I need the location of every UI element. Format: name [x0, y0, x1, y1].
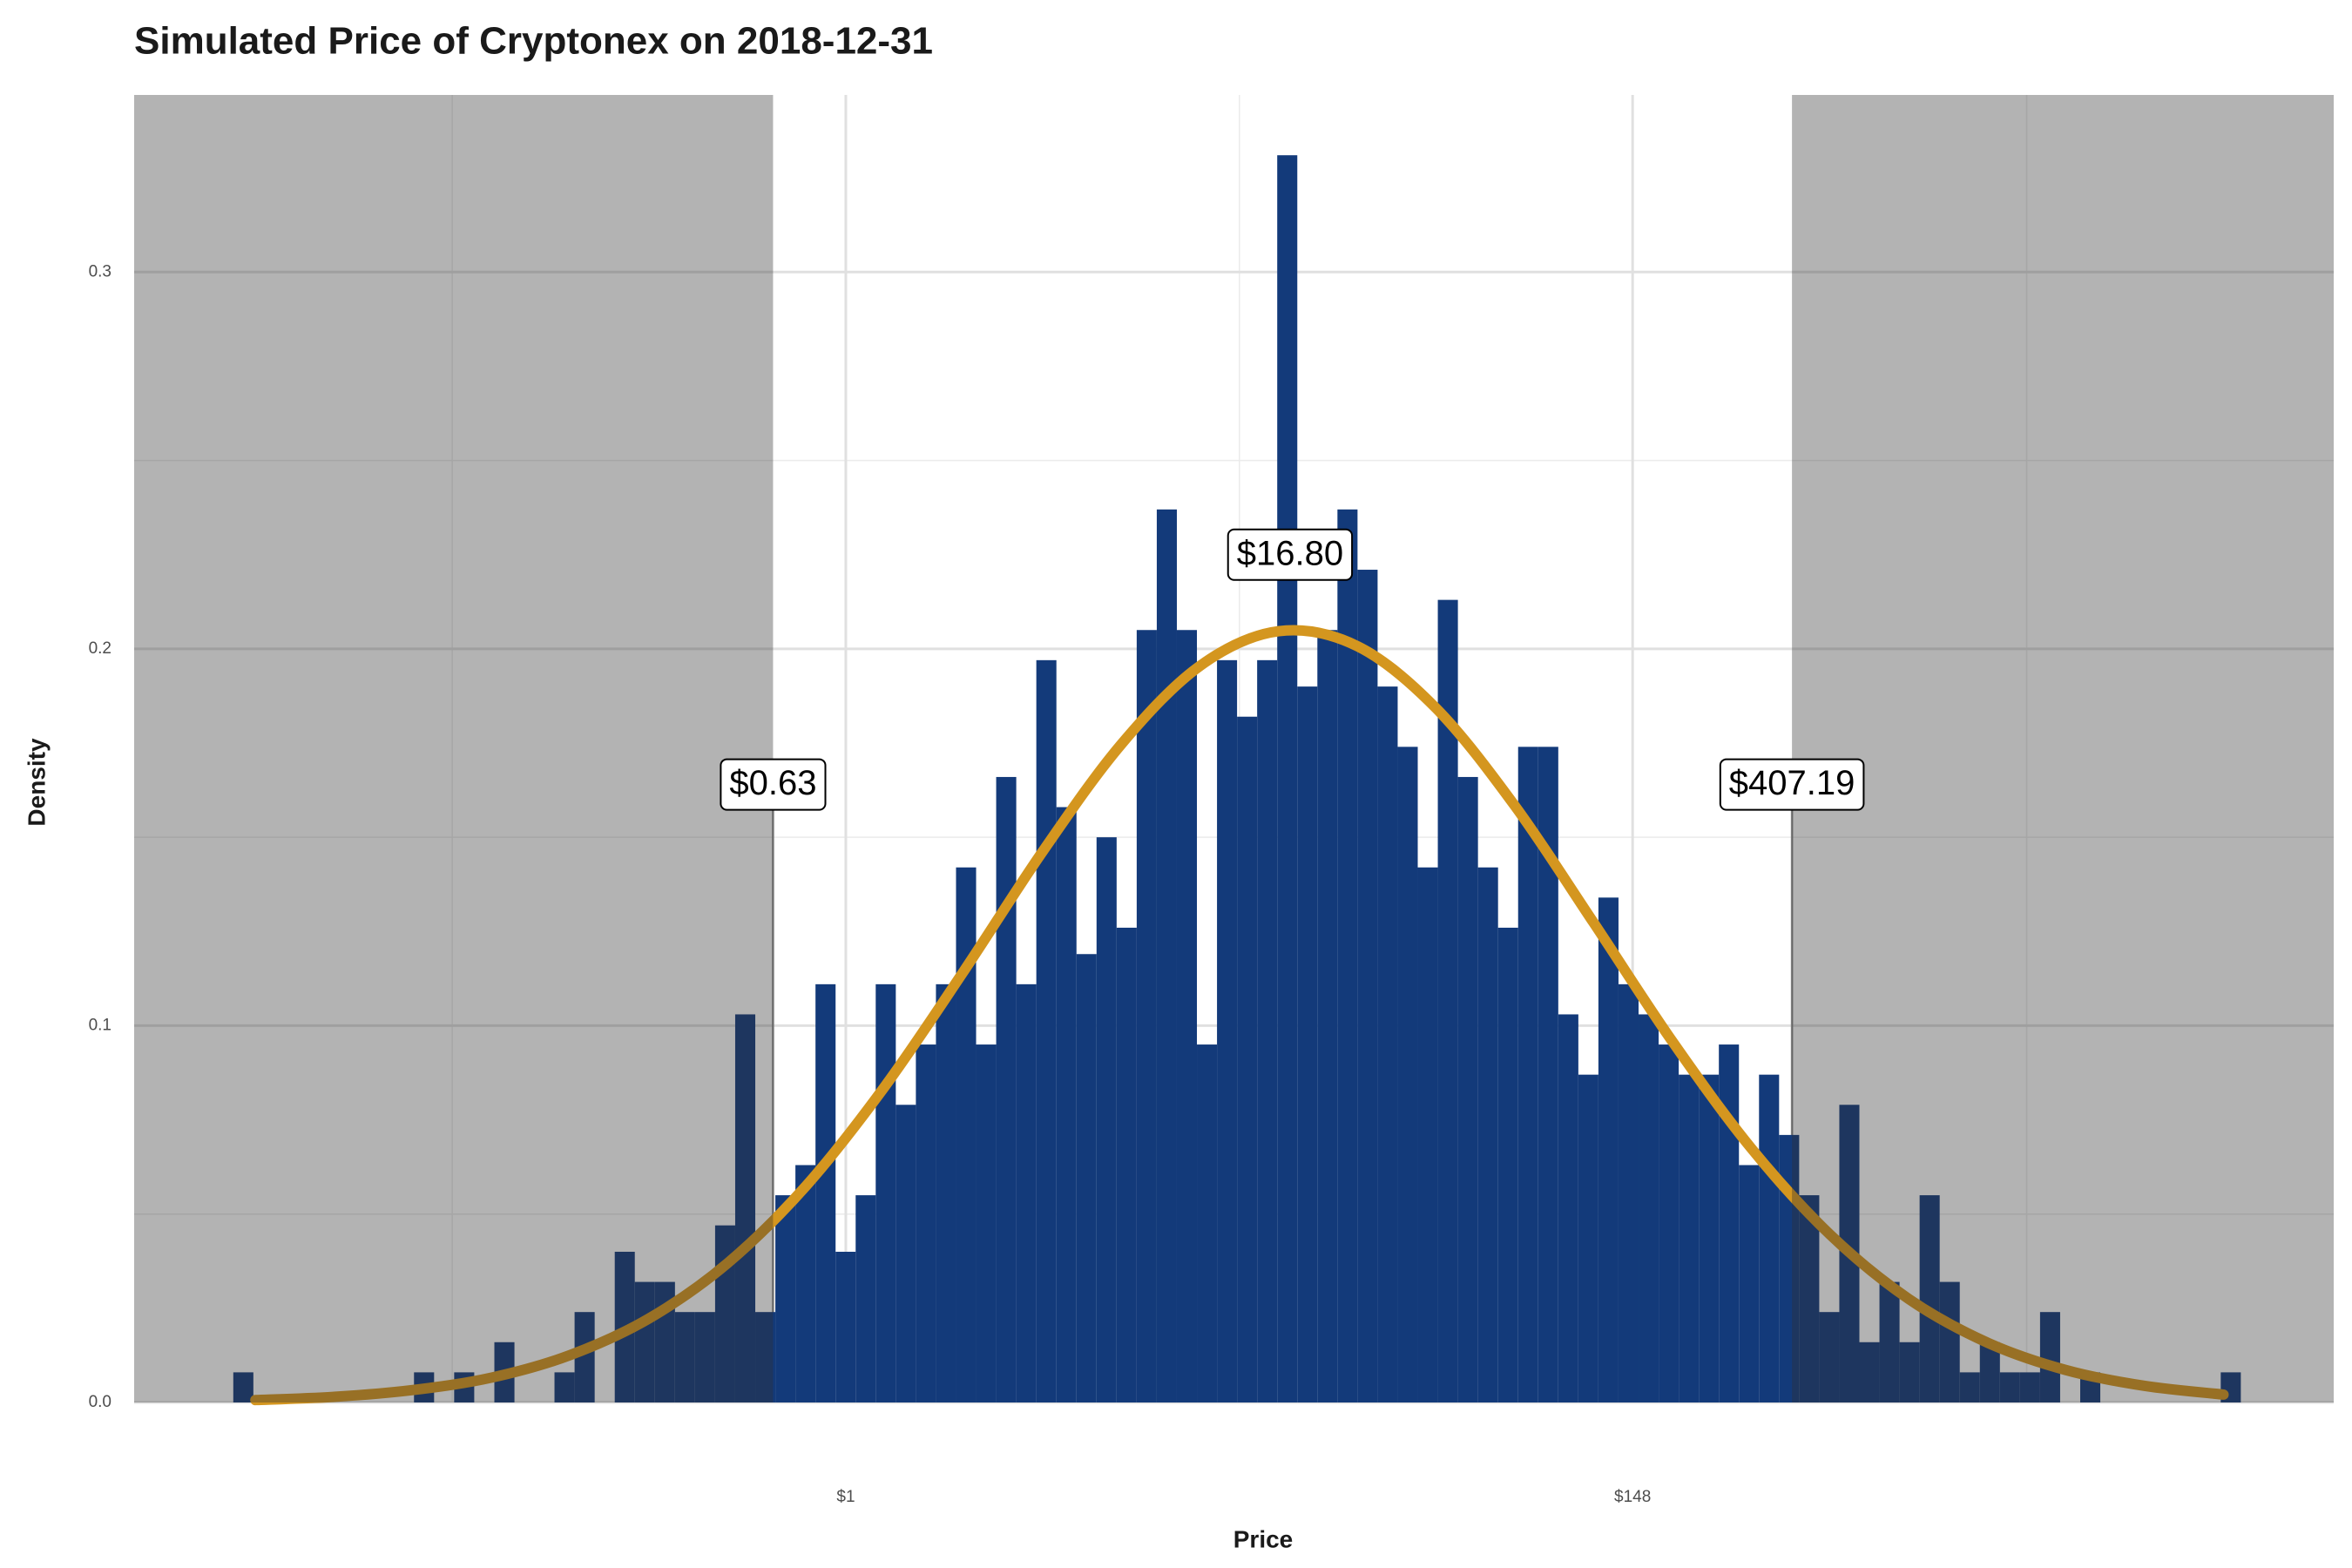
- bar: [755, 1312, 776, 1402]
- bar: [1598, 897, 1619, 1402]
- bar: [1477, 867, 1498, 1402]
- bar: [1397, 747, 1418, 1402]
- bar: [815, 983, 836, 1402]
- bar: [233, 1372, 253, 1402]
- bar: [1639, 1014, 1659, 1402]
- bar: [1217, 659, 1238, 1402]
- bar: [1277, 155, 1298, 1403]
- bar: [936, 983, 956, 1402]
- bar: [1417, 867, 1438, 1402]
- bar: [1297, 686, 1318, 1402]
- bar: [875, 983, 896, 1402]
- y-axis-title: Density: [23, 738, 50, 827]
- bar: [1116, 927, 1137, 1402]
- x-axis-title: Price: [1233, 1525, 1294, 1552]
- bar: [775, 1195, 796, 1402]
- annotation-label: $16.80: [1237, 534, 1343, 572]
- bar: [574, 1312, 595, 1402]
- bar: [1497, 927, 1518, 1402]
- y-tick-label: 0.1: [89, 1016, 112, 1034]
- bar: [1759, 1074, 1780, 1402]
- annotation-box: [720, 758, 827, 811]
- y-tick-label: 0.0: [89, 1393, 112, 1411]
- annotation-box: [1719, 758, 1865, 811]
- bar: [1016, 983, 1037, 1402]
- bar: [1357, 570, 1378, 1402]
- bar: [1819, 1312, 1840, 1402]
- density-curve: [250, 625, 2229, 1406]
- bar: [554, 1372, 575, 1402]
- chart-title: Simulated Price of Cryptonex on 2018-12-…: [134, 20, 933, 63]
- bar: [1739, 1165, 1760, 1402]
- bar: [674, 1312, 695, 1402]
- bar: [1919, 1195, 1940, 1402]
- bar: [1517, 747, 1538, 1402]
- bar: [1096, 837, 1117, 1402]
- bar: [976, 1044, 997, 1402]
- bar: [1979, 1342, 2000, 1402]
- bar: [855, 1195, 876, 1402]
- bar: [956, 867, 977, 1402]
- bar: [1699, 1074, 1720, 1402]
- bar: [734, 1014, 756, 1402]
- bar: [1959, 1372, 1980, 1402]
- bar: [896, 1105, 916, 1402]
- bar: [1879, 1281, 1900, 1402]
- bar: [1999, 1372, 2020, 1402]
- bar: [1076, 954, 1097, 1402]
- bar: [2019, 1372, 2040, 1402]
- bar: [996, 776, 1017, 1402]
- bar: [1437, 599, 1458, 1402]
- x-tick-label: $148: [1614, 1488, 1651, 1506]
- bar: [1136, 630, 1157, 1402]
- annotation-label: $0.63: [729, 764, 816, 802]
- bar: [1337, 509, 1358, 1403]
- bar: [916, 1044, 936, 1402]
- bar: [1237, 716, 1258, 1402]
- bar: [1036, 659, 1057, 1402]
- bar: [694, 1312, 715, 1402]
- bar: [1317, 630, 1338, 1402]
- bar: [1659, 1044, 1680, 1402]
- bar: [1558, 1014, 1578, 1402]
- bar: [1257, 659, 1278, 1402]
- x-tick-label: $1: [836, 1488, 855, 1506]
- bar: [1457, 776, 1478, 1402]
- y-tick-label: 0.2: [89, 639, 112, 658]
- bar: [1719, 1044, 1740, 1402]
- annotation-box: [1227, 528, 1354, 581]
- bar: [1578, 1074, 1598, 1402]
- y-tick-label: 0.3: [89, 262, 112, 280]
- bar: [1056, 807, 1077, 1402]
- annotation-label: $407.19: [1729, 764, 1855, 802]
- shaded-region: [1792, 95, 2334, 1402]
- bar: [1197, 1044, 1218, 1402]
- bar: [1618, 983, 1639, 1402]
- bar: [1377, 686, 1398, 1402]
- bar: [1939, 1281, 1960, 1402]
- bar: [1899, 1342, 1920, 1402]
- bar: [1176, 630, 1198, 1402]
- bar: [1156, 509, 1177, 1403]
- bar: [1679, 1074, 1700, 1402]
- bar: [1799, 1195, 1820, 1402]
- bar: [835, 1251, 856, 1402]
- bar: [1538, 747, 1558, 1402]
- bar: [1859, 1342, 1880, 1402]
- bar: [795, 1165, 816, 1402]
- shaded-region: [134, 95, 774, 1402]
- bar: [2039, 1312, 2060, 1402]
